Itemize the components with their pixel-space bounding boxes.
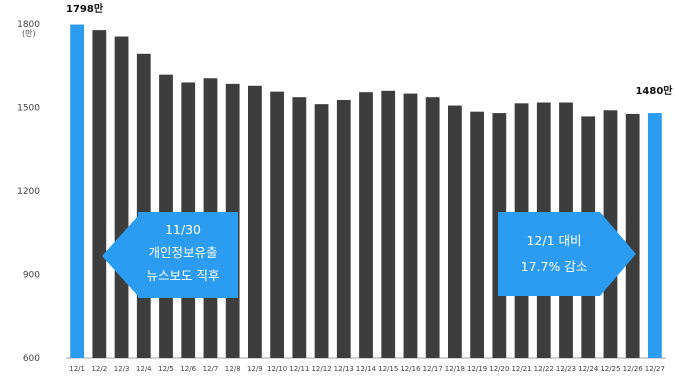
bar-12-19 <box>470 111 484 358</box>
x-tick-label: 12/9 <box>247 365 263 373</box>
bar-12-18 <box>448 105 462 358</box>
bar-12-4 <box>136 53 151 358</box>
x-tick-label: 12/25 <box>600 365 620 373</box>
bar-12-16 <box>403 93 418 358</box>
x-tick-label: 12/11 <box>289 365 309 373</box>
x-tick-label: 12/8 <box>225 365 241 373</box>
left-callout-line2: 개인정보유출 <box>148 245 217 260</box>
right-callout-arrow <box>498 212 636 296</box>
x-tick-label: 12/14 <box>356 365 377 373</box>
y-tick-label: 600 <box>23 354 40 364</box>
bar-12-15 <box>381 90 396 359</box>
y-tick-label: 1500 <box>17 104 40 114</box>
bar-12-10 <box>270 91 284 358</box>
bar-12-3 <box>114 36 129 359</box>
x-tick-label: 12/6 <box>180 365 196 373</box>
x-tick-label: 12/17 <box>423 365 443 373</box>
x-tick-label: 12/27 <box>645 365 665 373</box>
bar-12-1 <box>70 24 84 359</box>
y-unit-label: (만) <box>22 29 36 38</box>
x-tick-label: 12/5 <box>158 365 174 373</box>
x-tick-label: 12/12 <box>311 365 331 373</box>
x-tick-label: 12/22 <box>534 365 554 373</box>
right-callout-line2: 17.7% 감소 <box>521 259 588 274</box>
x-tick-label: 12/2 <box>91 365 107 373</box>
bar-12-26 <box>625 113 640 359</box>
y-axis-ticks: 600 900 1200 1500 1800 <box>17 20 40 364</box>
left-callout-line3: 뉴스보도 직후 <box>147 268 220 283</box>
bar-12-27 <box>648 113 662 358</box>
bar-12-14 <box>359 92 373 358</box>
start-value-label: 1798만 <box>66 2 104 15</box>
left-callout-arrow <box>102 212 238 298</box>
x-tick-label: 12/10 <box>267 365 287 373</box>
x-tick-label: 12/18 <box>445 365 465 373</box>
x-tick-label: 12/26 <box>623 365 644 373</box>
x-tick-label: 12/1 <box>69 365 85 373</box>
y-tick-label: 900 <box>23 271 40 281</box>
x-tick-label: 12/19 <box>467 365 487 373</box>
x-tick-label: 12/21 <box>511 365 531 373</box>
x-tick-label: 12/20 <box>489 365 509 373</box>
bar-12-9 <box>248 85 262 358</box>
x-tick-label: 12/7 <box>203 365 219 373</box>
x-tick-label: 12/15 <box>378 365 398 373</box>
y-tick-label: 1800 <box>17 20 40 30</box>
end-value-label: 1480만 <box>635 84 673 97</box>
x-tick-label: 12/13 <box>334 365 354 373</box>
bar-12-13 <box>336 99 351 359</box>
x-tick-label: 12/16 <box>400 365 421 373</box>
bar-12-12 <box>314 104 329 358</box>
x-tick-label: 12/23 <box>556 365 576 373</box>
x-tick-label: 12/24 <box>578 365 599 373</box>
left-callout: 11/30 개인정보유출 뉴스보도 직후 <box>102 212 238 298</box>
bar-12-2 <box>92 30 107 359</box>
x-axis-ticks: 12/1 12/2 12/3 12/4 12/5 12/6 12/7 12/8 12/9 12/1… <box>69 365 665 373</box>
right-callout: 12/1 대비 17.7% 감소 <box>498 212 636 296</box>
bar-12-17 <box>425 97 440 358</box>
bars <box>70 24 662 359</box>
x-tick-label: 12/4 <box>136 365 152 373</box>
right-callout-line1: 12/1 대비 <box>526 233 581 248</box>
y-tick-label: 1200 <box>17 187 40 197</box>
x-tick-label: 12/3 <box>114 365 130 373</box>
bar-12-11 <box>292 97 307 358</box>
left-callout-line1: 11/30 <box>165 222 201 237</box>
